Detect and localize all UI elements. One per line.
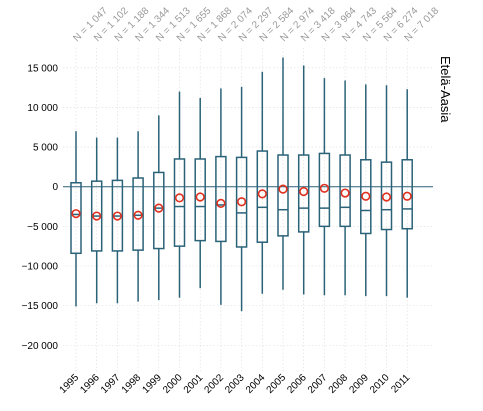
x-tick-label: 2000	[161, 372, 185, 396]
iqr-box	[277, 154, 289, 237]
iqr-box	[297, 154, 310, 233]
mean-marker	[278, 184, 288, 194]
iqr-box	[194, 158, 206, 242]
x-tick-label: 2010	[368, 372, 392, 396]
x-tick-label: 2006	[285, 372, 309, 396]
x-tick-labels: 1995199619971998199920002001200220032004…	[58, 372, 413, 396]
box-2004	[256, 71, 269, 294]
x-tick-label: 2005	[265, 372, 289, 396]
y-tick-label: −5 000	[27, 222, 58, 233]
y-tick-label: −10 000	[22, 261, 59, 272]
mean-marker	[361, 191, 371, 201]
box-1997	[111, 137, 124, 304]
mean-marker	[340, 188, 350, 198]
mean-marker	[112, 211, 122, 221]
box-1998	[132, 131, 144, 302]
box-2007	[318, 78, 331, 296]
box-2009	[360, 84, 372, 297]
iqr-box	[132, 177, 144, 251]
x-tick-label: 2001	[182, 372, 206, 396]
grid-layer	[63, 48, 433, 373]
iqr-box	[173, 158, 186, 247]
box-1996	[90, 137, 103, 304]
mean-marker	[133, 210, 143, 220]
mean-marker	[174, 193, 185, 203]
iqr-box	[215, 155, 227, 243]
x-tick-label: 2009	[347, 372, 371, 396]
iqr-box	[318, 152, 331, 228]
mean-marker	[237, 197, 247, 207]
x-tick-label: 2007	[306, 372, 330, 396]
iqr-box	[256, 150, 269, 243]
iqr-box	[339, 154, 351, 228]
iqr-box	[235, 156, 248, 248]
x-tick-label: 2011	[389, 372, 412, 395]
mean-marker	[154, 203, 164, 213]
box-2010	[380, 85, 393, 297]
x-tick-label: 2004	[244, 372, 268, 396]
y-tick-label: 0	[52, 182, 58, 193]
mean-marker	[71, 209, 81, 219]
box-2001	[194, 97, 206, 289]
iqr-box	[380, 161, 393, 231]
iqr-box	[360, 159, 372, 235]
y-tick-label: 5 000	[33, 143, 58, 154]
mean-marker	[299, 186, 309, 197]
iqr-box	[401, 159, 413, 230]
x-tick-label: 1996	[78, 372, 102, 396]
panel-title: Etelä-Aasia	[438, 56, 453, 123]
x-tick-label: 2002	[203, 372, 227, 396]
y-tick-label: 15 000	[27, 63, 58, 74]
box-2006	[297, 65, 310, 295]
mean-marker	[257, 189, 267, 199]
y-tick-label: 10 000	[27, 103, 58, 114]
x-tick-label: 1998	[120, 372, 144, 396]
y-tick-label: −20 000	[22, 341, 59, 352]
box-1995	[70, 131, 82, 307]
box-2003	[235, 86, 248, 312]
mean-marker	[92, 211, 102, 221]
iqr-box	[153, 171, 165, 250]
box-1999	[153, 115, 165, 301]
mean-marker	[319, 183, 330, 193]
box-2005	[277, 57, 289, 290]
y-tick-label: −15 000	[22, 301, 59, 312]
x-tick-label: 1995	[58, 372, 82, 396]
x-tick-label: 2003	[223, 372, 247, 396]
box-layer	[70, 57, 413, 312]
x-tick-label: 1999	[140, 372, 164, 396]
x-tick-label: 1997	[99, 372, 123, 396]
mean-marker	[381, 192, 392, 202]
mean-marker	[216, 198, 226, 208]
mean-marker	[402, 191, 412, 201]
box-2008	[339, 80, 351, 296]
box-2002	[215, 88, 227, 305]
box-2011	[401, 89, 413, 298]
y-tick-labels: 15 000 10 000 5 000 0 −5 000 −10 000 −15 000 −2…	[22, 63, 59, 351]
mean-marker	[195, 192, 205, 202]
box-2000	[173, 91, 186, 298]
x-tick-label: 2008	[327, 372, 351, 396]
iqr-box	[70, 182, 82, 255]
